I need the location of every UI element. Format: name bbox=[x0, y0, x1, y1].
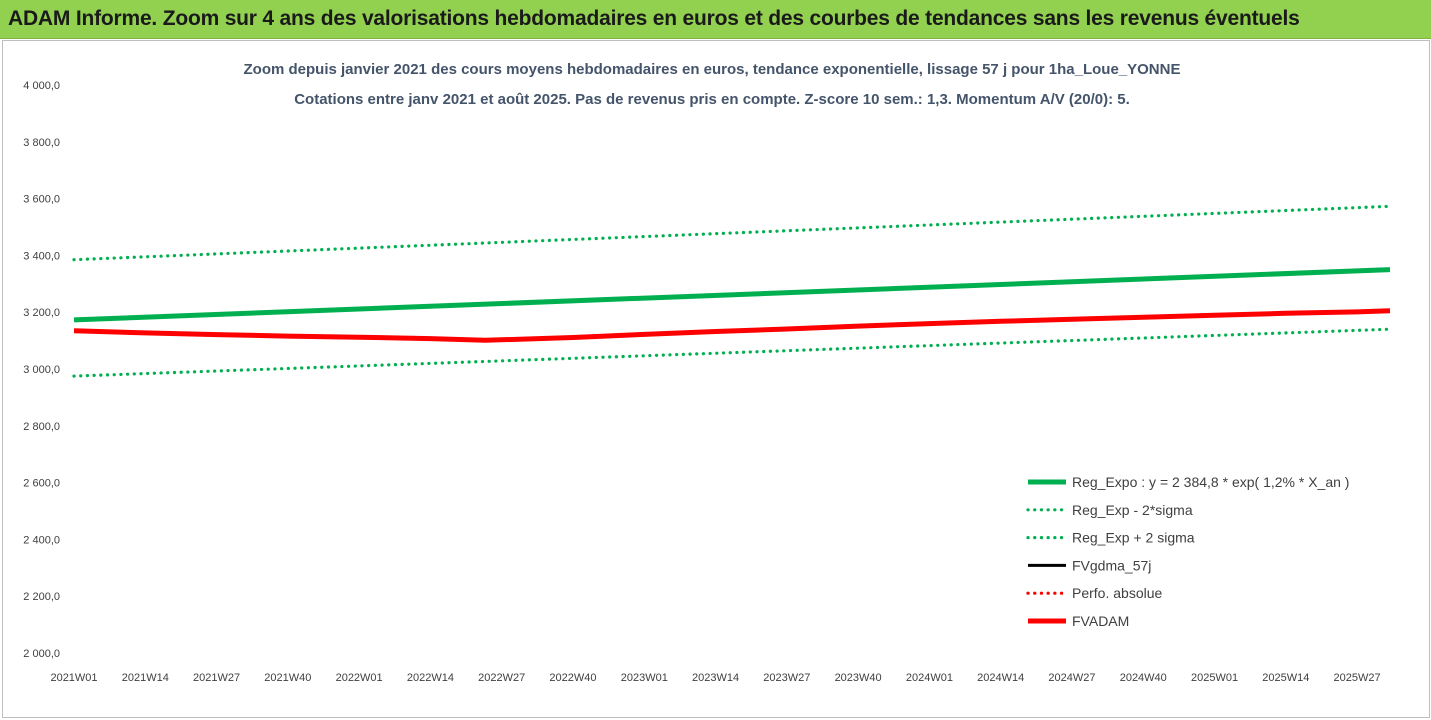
legend-label: Reg_Exp - 2*sigma bbox=[1072, 502, 1193, 518]
x-tick-label: 2023W14 bbox=[692, 672, 739, 684]
series-lines bbox=[72, 204, 1392, 378]
y-tick-label: 2 200,0 bbox=[23, 591, 60, 603]
x-tick-label: 2025W14 bbox=[1262, 672, 1309, 684]
x-tick-label: 2024W27 bbox=[1048, 672, 1095, 684]
legend-label: FVADAM bbox=[1072, 613, 1129, 629]
series-line-0 bbox=[73, 267, 1391, 323]
x-tick-label: 2025W27 bbox=[1334, 672, 1381, 684]
x-axis: 2021W01 2021W14 2021W27 2021W40 2022W01 2022W… bbox=[50, 672, 1380, 684]
x-tick-label: 2024W01 bbox=[906, 672, 953, 684]
y-tick-label: 3 800,0 bbox=[23, 137, 60, 149]
series-line-1 bbox=[72, 327, 1392, 378]
legend-label: Perfo. absolue bbox=[1072, 585, 1162, 601]
x-tick-label: 2023W40 bbox=[835, 672, 882, 684]
chart-frame bbox=[2, 40, 1430, 718]
y-tick-label: 2 400,0 bbox=[23, 534, 60, 546]
x-tick-label: 2022W01 bbox=[336, 672, 383, 684]
x-tick-label: 2021W01 bbox=[50, 672, 97, 684]
report-banner: ADAM Informe. Zoom sur 4 ans des valoris… bbox=[0, 0, 1431, 39]
y-tick-label: 3 000,0 bbox=[23, 364, 60, 376]
y-tick-label: 3 200,0 bbox=[23, 307, 60, 319]
x-tick-label: 2025W01 bbox=[1191, 672, 1238, 684]
y-tick-label: 2 800,0 bbox=[23, 421, 60, 433]
chart-title: Zoom depuis janvier 2021 des cours moyen… bbox=[244, 61, 1181, 78]
x-tick-label: 2021W40 bbox=[264, 672, 311, 684]
x-tick-label: 2021W27 bbox=[193, 672, 240, 684]
report-title: ADAM Informe. Zoom sur 4 ans des valoris… bbox=[8, 7, 1300, 30]
x-tick-label: 2022W27 bbox=[478, 672, 525, 684]
series-line-2 bbox=[72, 204, 1392, 262]
y-axis: 4 000,0 3 800,0 3 600,0 3 400,0 3 200,0 3 000… bbox=[23, 80, 60, 660]
chart-subtitle: Cotations entre janv 2021 et août 2025. … bbox=[294, 91, 1130, 108]
x-tick-label: 2023W01 bbox=[621, 672, 668, 684]
y-tick-label: 3 400,0 bbox=[23, 250, 60, 262]
y-tick-label: 2 000,0 bbox=[23, 648, 60, 660]
y-tick-label: 4 000,0 bbox=[23, 80, 60, 92]
y-tick-label: 2 600,0 bbox=[23, 478, 60, 490]
y-tick-label: 3 600,0 bbox=[23, 194, 60, 206]
x-tick-label: 2024W40 bbox=[1120, 672, 1167, 684]
legend-label: Reg_Exp + 2 sigma bbox=[1072, 530, 1195, 546]
legend-label: FVgdma_57j bbox=[1072, 557, 1151, 573]
x-tick-label: 2021W14 bbox=[122, 672, 169, 684]
legend: Reg_Expo : y = 2 384,8 * exp( 1,2% * X_a… bbox=[1026, 474, 1349, 629]
x-tick-label: 2023W27 bbox=[763, 672, 810, 684]
x-tick-label: 2022W40 bbox=[549, 672, 596, 684]
x-tick-label: 2022W14 bbox=[407, 672, 454, 684]
legend-label: Reg_Expo : y = 2 384,8 * exp( 1,2% * X_a… bbox=[1072, 474, 1349, 490]
series-line-5 bbox=[73, 308, 1391, 343]
x-tick-label: 2024W14 bbox=[977, 672, 1024, 684]
